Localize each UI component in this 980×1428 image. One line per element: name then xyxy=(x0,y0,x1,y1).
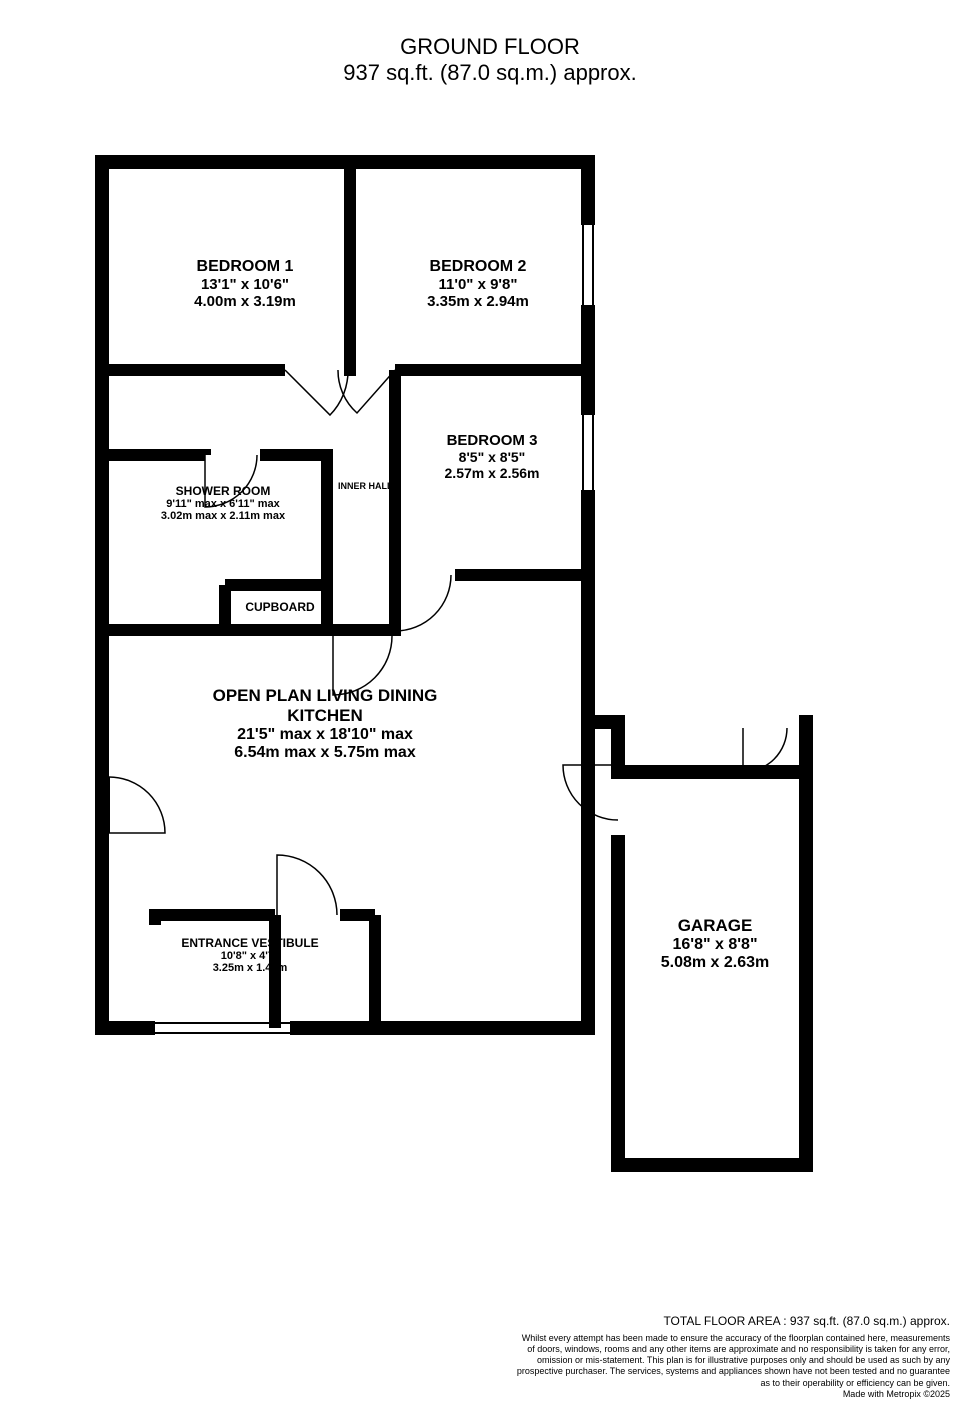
label-bedroom2: BEDROOM 2 11'0" x 9'8" 3.35m x 2.94m xyxy=(378,258,578,310)
label-garage: GARAGE 16'8" x 8'8" 5.08m x 2.63m xyxy=(625,916,805,972)
label-living: OPEN PLAN LIVING DINING KITCHEN 21'5" ma… xyxy=(150,686,500,762)
disclaimer-line: omission or mis-statement. This plan is … xyxy=(517,1355,950,1366)
total-floor-area: TOTAL FLOOR AREA : 937 sq.ft. (87.0 sq.m… xyxy=(517,1314,950,1329)
disclaimer-line: Whilst every attempt has been made to en… xyxy=(517,1333,950,1344)
disclaimer-line: prospective purchaser. The services, sys… xyxy=(517,1366,950,1377)
label-vestibule: ENTRANCE VESTIBULE 10'8" x 4'7" 3.25m x … xyxy=(155,936,345,974)
disclaimer-line: Made with Metropix ©2025 xyxy=(517,1389,950,1400)
floorplan-svg xyxy=(95,155,885,1195)
label-bedroom1: BEDROOM 1 13'1" x 10'6" 4.00m x 3.19m xyxy=(145,258,345,310)
footer-block: TOTAL FLOOR AREA : 937 sq.ft. (87.0 sq.m… xyxy=(517,1314,950,1401)
label-shower: SHOWER ROOM 9'11" max x 6'11" max 3.02m … xyxy=(128,484,318,522)
label-bedroom3: BEDROOM 3 8'5" x 8'5" 2.57m x 2.56m xyxy=(402,432,582,481)
floorplan-page: GROUND FLOOR 937 sq.ft. (87.0 sq.m.) app… xyxy=(0,0,980,1428)
floor-area: 937 sq.ft. (87.0 sq.m.) approx. xyxy=(0,60,980,86)
floor-title: GROUND FLOOR xyxy=(0,34,980,60)
label-cupboard: CUPBOARD xyxy=(230,600,330,614)
disclaimer-line: of doors, windows, rooms and any other i… xyxy=(517,1344,950,1355)
label-inner-hall: INNER HALL xyxy=(338,481,393,491)
disclaimer-line: as to their operability or efficiency ca… xyxy=(517,1378,950,1389)
